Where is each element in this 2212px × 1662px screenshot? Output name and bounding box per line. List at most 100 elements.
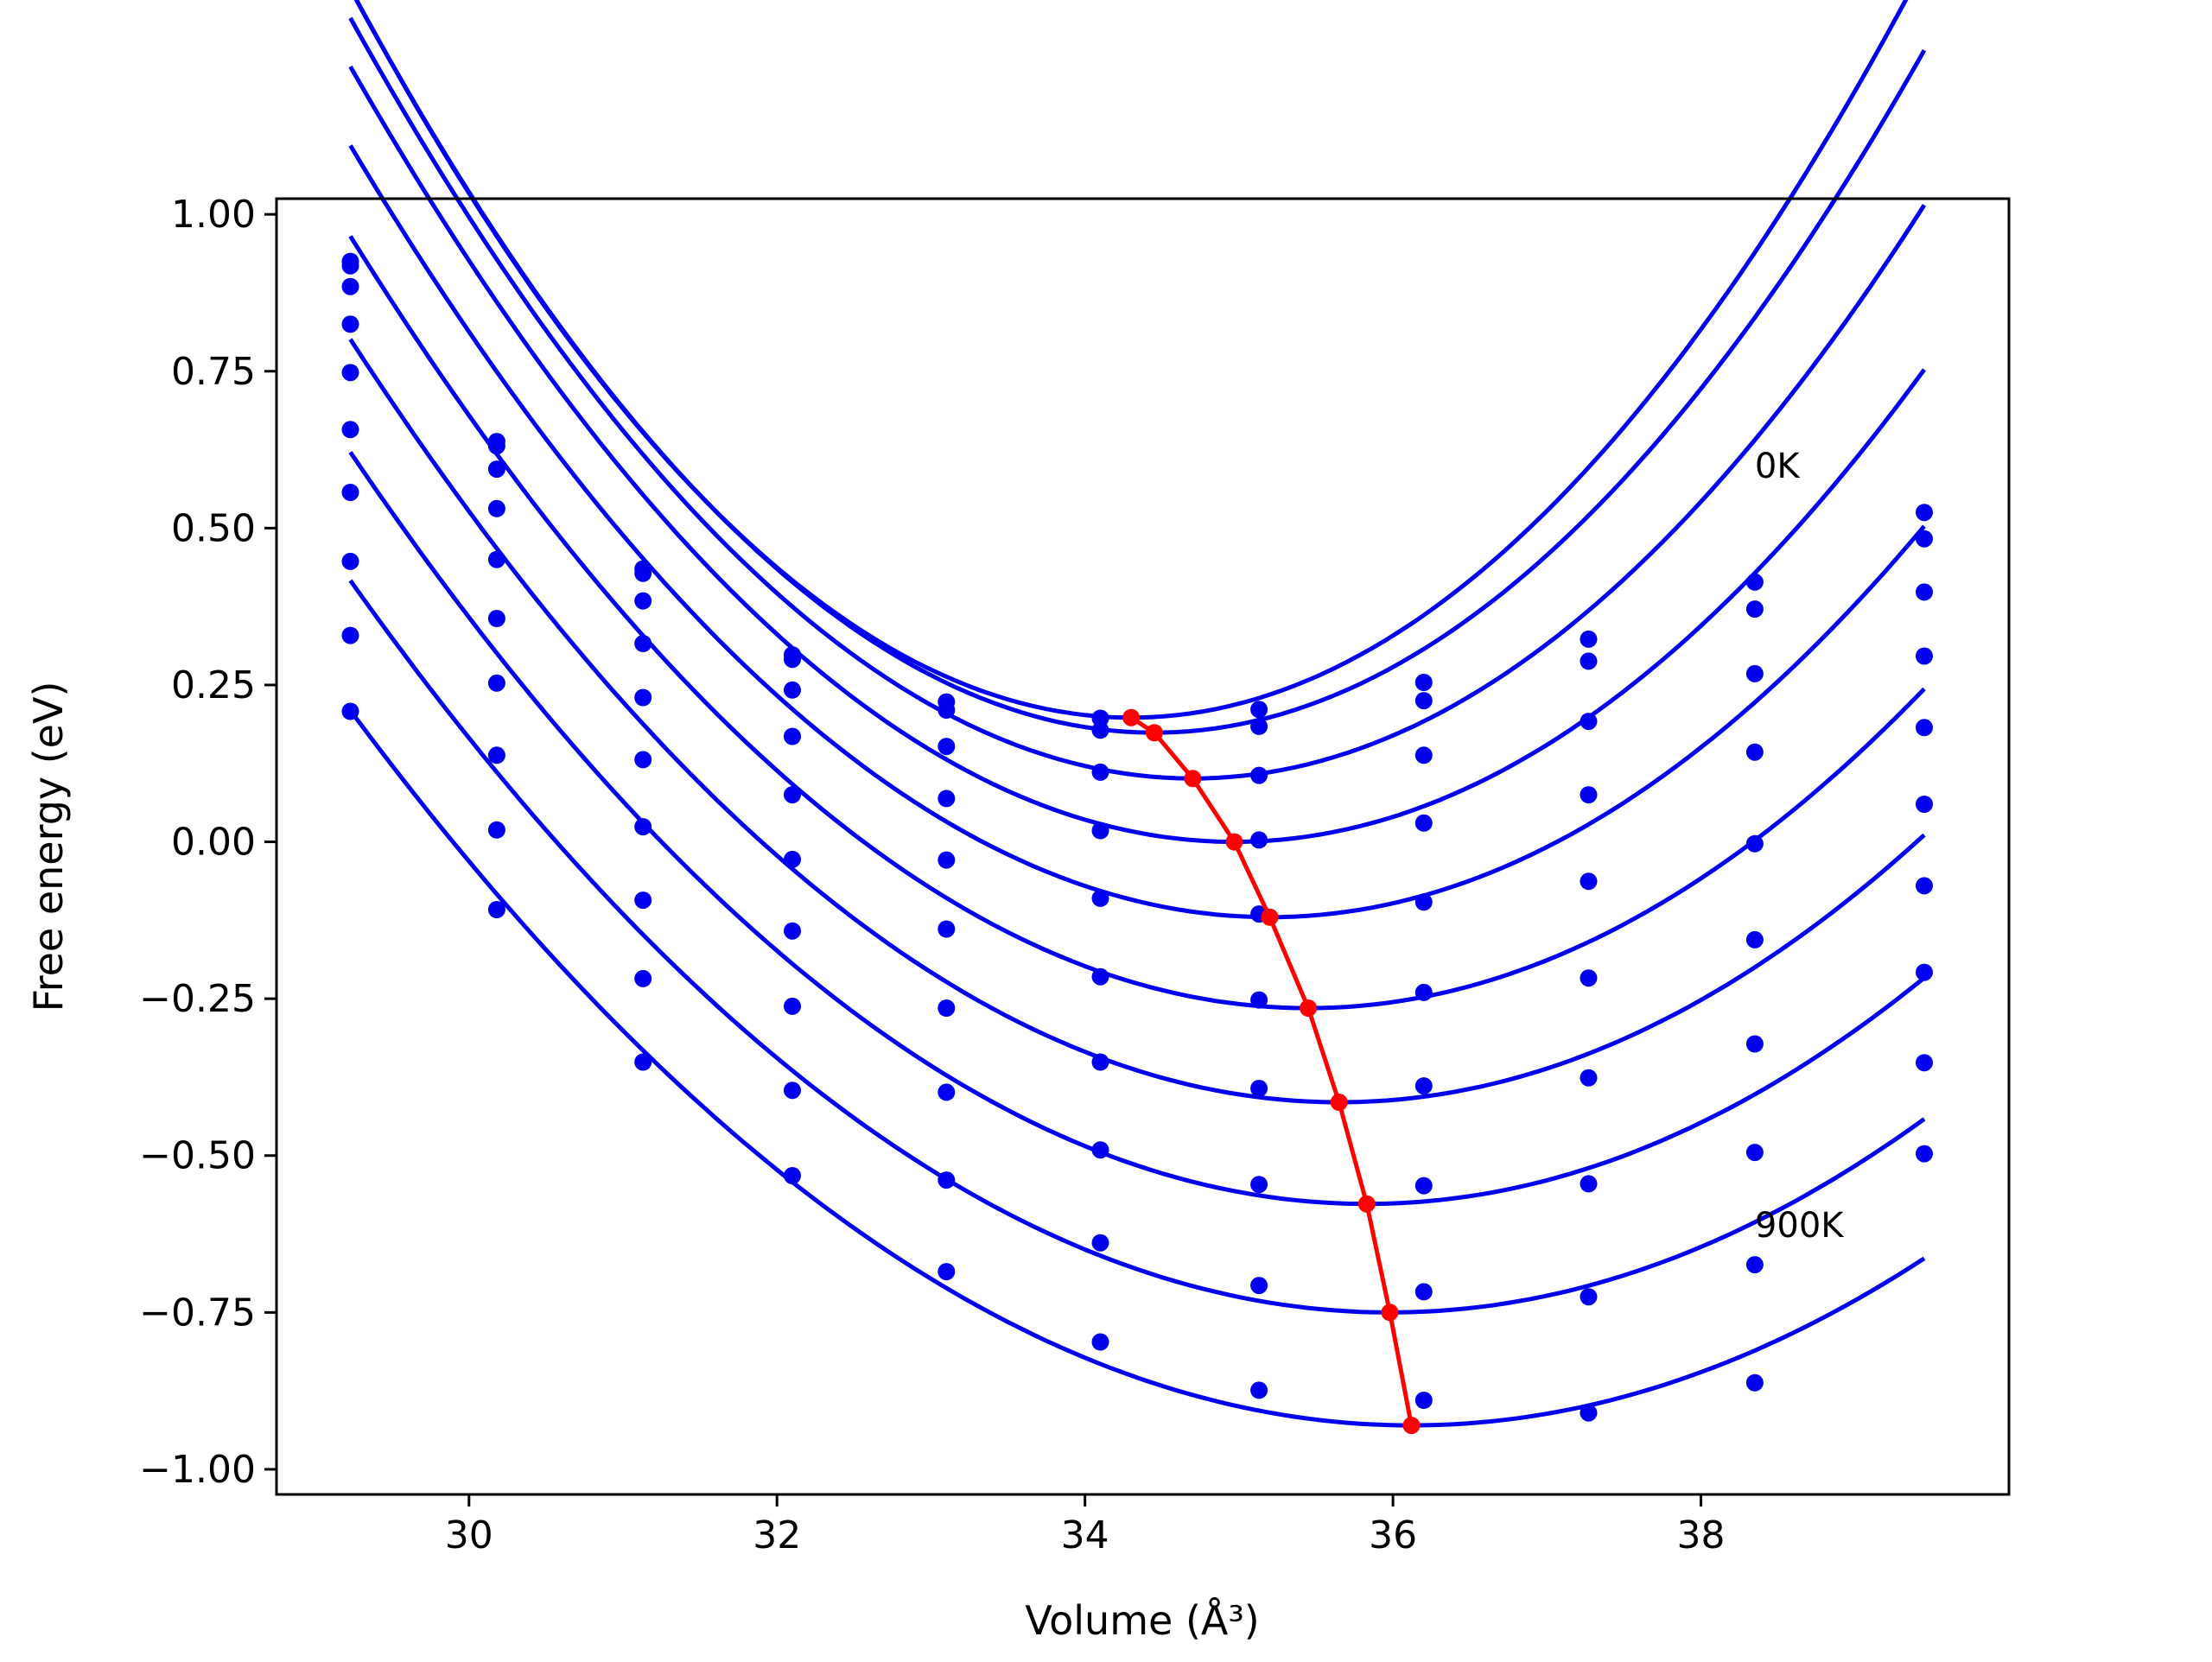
data-point [938,851,956,869]
y-tick-label: −1.00 [139,1448,256,1492]
data-point [1250,1277,1268,1295]
data-point [1916,504,1933,522]
data-point [1091,763,1109,781]
minimum-point [1225,833,1243,851]
data-point [1580,1404,1598,1422]
data-point [1091,1234,1109,1252]
y-tick-label: −0.75 [139,1291,256,1335]
fit-curve-2 [348,16,1927,781]
fit-curve-1 [353,0,1927,735]
data-point [634,688,652,707]
minimum-point [1122,708,1141,726]
data-point [938,1263,956,1281]
data-point [1414,746,1433,764]
minimum-point [1261,908,1279,926]
y-tick-label: 1.00 [171,193,256,237]
data-point [341,702,359,720]
data-point [1916,583,1933,601]
minimum-point [1330,1094,1348,1111]
data-point [1250,1381,1268,1399]
data-point [341,315,359,333]
data-point [1414,983,1433,1001]
data-point [341,277,359,295]
data-point [1580,652,1598,670]
data-point [634,751,652,769]
data-point [1580,713,1598,731]
data-point [1250,991,1268,1009]
data-point [1916,647,1933,665]
data-point [1414,1283,1433,1301]
data-point [1414,1177,1433,1195]
data-point [784,997,801,1015]
axes-frame [275,197,2011,1496]
data-point [1916,1145,1933,1163]
data-point [487,499,505,517]
data-point [938,790,956,808]
x-axis: 30 32 34 36 38 [445,1494,1726,1557]
data-point [938,999,956,1017]
data-point [487,610,505,627]
data-point [1580,786,1598,804]
data-point [1250,717,1268,735]
data-point [1745,664,1764,682]
y-tick-label: 0.00 [171,821,256,865]
data-point [1580,969,1598,987]
data-point [341,421,359,439]
data-point [1916,877,1933,895]
y-tick-label: 0.75 [171,350,256,394]
data-point [634,592,652,610]
fit-curve-3 [348,65,1927,844]
data-point [341,552,359,570]
data-point [784,727,801,745]
data-point [1745,600,1764,618]
data-point [1414,814,1433,832]
x-tick-label: 30 [445,1513,493,1557]
y-axis: 1.00 0.75 0.50 0.25 0.00 −0.25 −0.50 −0.75 −1.00 [139,193,276,1492]
data-point [1091,889,1109,907]
data-point [341,626,359,644]
data-point [1091,709,1109,727]
data-point [1091,1141,1109,1159]
plot-area [341,0,1933,1435]
data-point [1916,1054,1933,1072]
data-point [1580,872,1598,891]
annotation-label: 0K [1755,447,1801,486]
data-point [1580,1288,1598,1306]
fit-curve-7 [348,451,1926,1207]
data-point [1414,692,1433,710]
data-point [1745,1144,1764,1162]
data-point [1250,1176,1268,1194]
annotations: 0K 900K [1755,447,1845,1246]
minima-line [1129,715,1414,1426]
data-point [1091,721,1109,739]
annotation-label: 900K [1755,1206,1845,1246]
x-axis-label: Volume (Å³) [1025,1597,1260,1644]
data-point [1250,1080,1268,1097]
data-point [1745,1256,1764,1274]
fit-curve-4 [348,144,1926,920]
data-point [1414,893,1433,911]
data-point [1091,967,1109,986]
data-point [1250,831,1268,849]
data-point [784,922,801,940]
data-point [938,738,956,756]
data-point [487,746,505,764]
data-point [634,969,652,987]
fit-curve-6 [348,338,1926,1105]
x-tick-label: 34 [1061,1513,1109,1557]
data-point [1250,766,1268,784]
y-tick-label: 0.25 [171,663,256,707]
x-tick-label: 36 [1369,1513,1417,1557]
fit-curve-8 [348,579,1926,1315]
minimum-point [1300,999,1318,1017]
x-tick-label: 38 [1677,1513,1726,1557]
data-point [341,484,359,501]
data-point [1745,1035,1764,1053]
data-point [487,901,505,918]
y-axis-label: Free energy (eV) [25,682,72,1012]
y-tick-label: −0.50 [139,1134,256,1178]
data-point [784,650,801,669]
data-point [487,674,505,692]
data-point [634,1053,652,1071]
